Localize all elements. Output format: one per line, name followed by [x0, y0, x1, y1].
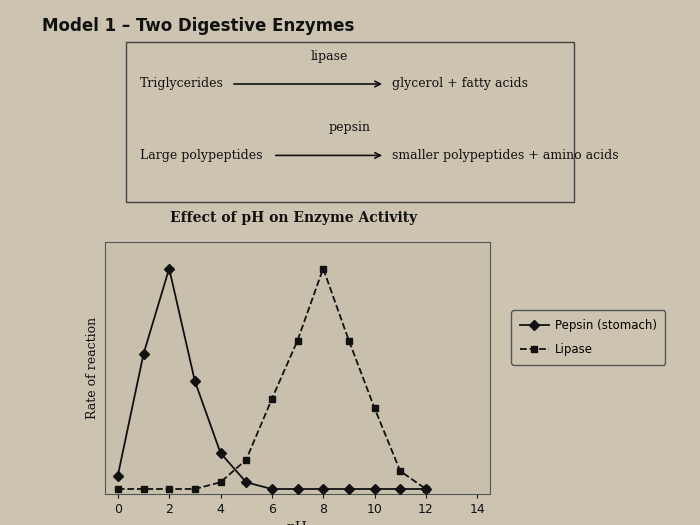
Text: Effect of pH on Enzyme Activity: Effect of pH on Enzyme Activity — [170, 211, 418, 225]
Text: lipase: lipase — [310, 50, 348, 63]
Text: pepsin: pepsin — [329, 121, 371, 134]
Text: smaller polypeptides + amino acids: smaller polypeptides + amino acids — [392, 149, 619, 162]
Text: glycerol + fatty acids: glycerol + fatty acids — [392, 78, 528, 90]
X-axis label: pH: pH — [287, 521, 308, 525]
Text: Triglycerides: Triglycerides — [140, 78, 224, 90]
Bar — [126, 42, 574, 202]
Legend: Pepsin (stomach), Lipase: Pepsin (stomach), Lipase — [511, 310, 665, 365]
Y-axis label: Rate of reaction: Rate of reaction — [86, 317, 99, 418]
Text: Model 1 – Two Digestive Enzymes: Model 1 – Two Digestive Enzymes — [42, 17, 354, 35]
Text: Large polypeptides: Large polypeptides — [140, 149, 262, 162]
